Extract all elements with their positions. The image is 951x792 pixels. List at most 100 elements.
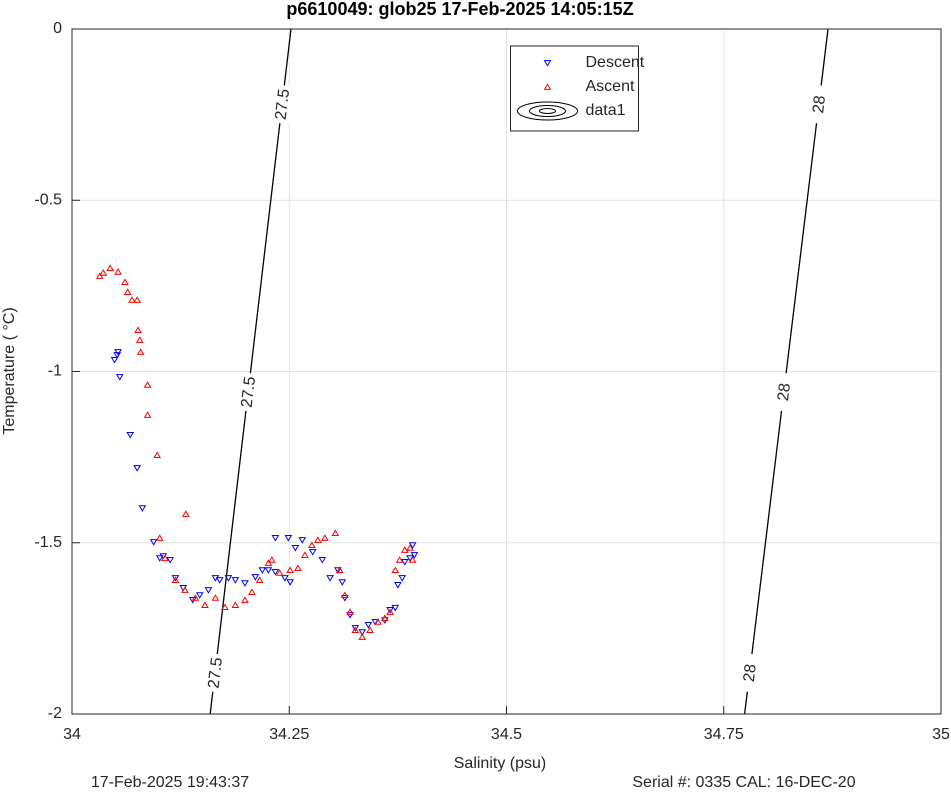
data-point [264, 567, 273, 574]
contour-label-bg [269, 84, 295, 125]
data-point [241, 580, 249, 587]
data-point [153, 451, 162, 458]
x-tick-label: 34.5 [491, 726, 522, 743]
data-point [286, 566, 294, 574]
data-point [171, 575, 180, 582]
data-point [195, 592, 204, 599]
data-point [271, 535, 280, 542]
contour-label: 27.5 [273, 88, 294, 121]
data-point [321, 534, 329, 541]
contour-label: 27.5 [205, 656, 226, 689]
data-point [400, 559, 409, 566]
data-point [138, 505, 147, 512]
data-point [155, 555, 164, 562]
data-point [99, 269, 108, 276]
data-point [318, 556, 327, 564]
data-point [307, 541, 316, 549]
data-point [314, 536, 322, 543]
legend-box [510, 45, 639, 132]
legend-contour-icon [539, 108, 556, 114]
data-point [143, 381, 152, 388]
legend-label: Ascent [586, 78, 635, 95]
x-tick-label: 34.25 [269, 726, 309, 743]
x-tick-label: 35 [932, 726, 950, 743]
data-point [338, 579, 347, 586]
y-tick-label: -1 [48, 363, 62, 380]
data-point [380, 614, 389, 621]
contour-label: 28 [741, 663, 760, 683]
data-point [191, 594, 200, 601]
data-point [204, 587, 213, 594]
contour-line [209, 28, 292, 715]
contour-label: 28 [810, 94, 829, 114]
data-point [221, 603, 229, 611]
data-point [351, 626, 360, 633]
data-point [110, 356, 119, 364]
contour-label-bg [235, 372, 261, 413]
data-point [340, 591, 349, 599]
contour-label-group: 27.5 [202, 652, 228, 693]
y-tick-label: -0.5 [34, 191, 62, 208]
data-point [106, 264, 115, 271]
x-axis-label: Salinity (psu) [454, 755, 546, 772]
data-point [298, 537, 307, 544]
y-tick-label: 0 [53, 20, 62, 37]
data-point [275, 569, 284, 576]
legend-marker [543, 60, 552, 67]
data-point [181, 510, 190, 517]
data-point [395, 556, 404, 563]
data-point [166, 556, 175, 564]
data-point [171, 576, 180, 583]
data-point [286, 579, 294, 586]
contour-label-group: 28 [771, 371, 797, 413]
data-point [391, 566, 400, 574]
data-point [271, 568, 280, 576]
data-point [161, 554, 169, 562]
data-point [346, 612, 354, 619]
data-point [291, 544, 300, 552]
data-point [408, 542, 417, 549]
data-point [301, 551, 309, 558]
data-point [123, 288, 132, 295]
data-point [284, 535, 293, 542]
y-axis-label: Temperature ( °C) [1, 307, 18, 434]
legend-marker [543, 83, 552, 90]
legend-contour-icon [529, 105, 566, 117]
y-tick-label: -2 [48, 705, 62, 722]
data-point [308, 549, 317, 556]
data-point [335, 566, 344, 574]
data-point [95, 272, 104, 279]
x-tick-label: 34 [63, 726, 81, 743]
data-point [121, 278, 129, 286]
data-point [136, 348, 145, 355]
data-point [231, 601, 240, 608]
contour-label-group: 27.5 [269, 84, 295, 125]
data-point [408, 556, 417, 563]
data-point [410, 552, 419, 559]
data-point [248, 588, 256, 595]
contour-label-bg [737, 652, 762, 693]
data-point [181, 586, 189, 593]
data-point [149, 539, 158, 546]
data-point [374, 618, 382, 625]
data-point [251, 574, 260, 581]
data-point [224, 575, 233, 582]
y-tick-label: -1.5 [34, 534, 62, 551]
contour-line [743, 28, 829, 715]
data-point [143, 411, 152, 418]
contour-label-bg [771, 371, 797, 413]
data-point [391, 604, 400, 612]
data-point [135, 336, 144, 343]
data-point [155, 534, 164, 541]
footer-left: 17-Feb-2025 19:43:37 [91, 774, 249, 791]
data-point [126, 431, 135, 439]
contour-label-group: 28 [737, 652, 762, 693]
data-point [133, 296, 142, 303]
data-point [406, 544, 414, 551]
data-point [231, 577, 240, 584]
data-point [346, 608, 354, 615]
data-point [264, 559, 273, 566]
legend-label: data1 [586, 102, 626, 119]
data-point [326, 575, 334, 582]
data-point [294, 564, 302, 571]
